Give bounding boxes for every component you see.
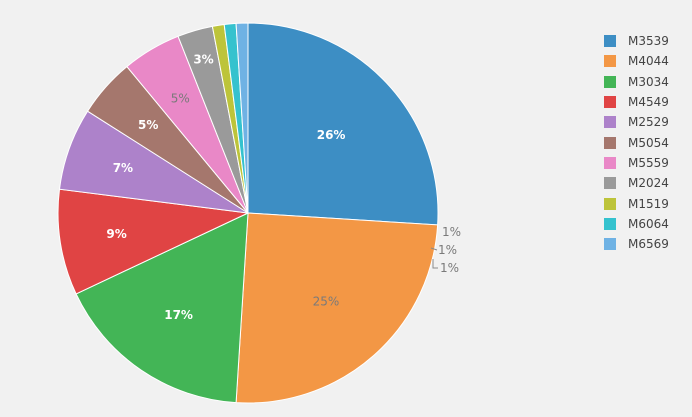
pie-slice-m6569[interactable]: [235, 22, 249, 214]
legend-item-m3539[interactable]: M3539: [604, 31, 690, 51]
legend-swatch: [604, 75, 616, 88]
legend-item-m6569[interactable]: M6569: [604, 234, 690, 254]
slice-label-m1519: 1%: [440, 261, 459, 275]
legend-swatch: [604, 116, 616, 129]
pie-slice-m4044[interactable]: [235, 212, 439, 404]
legend-item-m6064[interactable]: M6064: [604, 214, 690, 234]
legend-item-m5054[interactable]: M5054: [604, 132, 690, 152]
slice-label-m6569: 1%: [442, 225, 461, 239]
slice-label-m2529: 7%: [113, 161, 133, 175]
legend-label: M2024: [628, 176, 669, 191]
pie-slice-m3034[interactable]: [75, 212, 249, 404]
legend-label: M5054: [628, 135, 669, 150]
slice-label-m5054: 5%: [138, 118, 158, 132]
legend-label: M4044: [628, 54, 669, 69]
pie-labels: 26% 25% 17% 9% 7% 5% 5% 3% 1% 1% 1%: [106, 53, 461, 322]
legend-swatch: [604, 136, 616, 149]
slice-label-m4549: 9%: [106, 227, 126, 241]
slice-leader-m1519: [432, 259, 438, 269]
legend-label: M5559: [628, 155, 669, 170]
slice-leader-m6064: [430, 247, 438, 251]
legend-item-m4044[interactable]: M4044: [604, 51, 690, 71]
legend-swatch: [604, 177, 616, 190]
legend-swatch: [604, 55, 616, 68]
legend-swatch: [604, 238, 616, 251]
slice-label-m4044: 25%: [313, 294, 340, 308]
legend-swatch: [604, 156, 616, 169]
legend-item-m1519[interactable]: M1519: [604, 193, 690, 213]
pie-slices: [57, 22, 439, 404]
pie-slice-m3539[interactable]: [247, 22, 439, 226]
legend-swatch: [604, 197, 616, 210]
slice-label-m2024: 3%: [193, 53, 213, 67]
slice-label-m3539: 26%: [317, 128, 346, 142]
pie-slice-m4549[interactable]: [57, 188, 250, 295]
slice-label-m5559: 5%: [171, 92, 190, 106]
legend-label: M3034: [628, 74, 669, 89]
legend-item-m4549[interactable]: M4549: [604, 92, 690, 112]
slice-label-m6064: 1%: [438, 243, 457, 257]
legend-item-m2024[interactable]: M2024: [604, 173, 690, 193]
legend-swatch: [604, 96, 616, 109]
legend-item-m2529[interactable]: M2529: [604, 112, 690, 132]
legend-label: M6569: [628, 237, 669, 252]
legend-label: M2529: [628, 115, 669, 130]
legend-label: M4549: [628, 95, 669, 110]
legend-item-m5559[interactable]: M5559: [604, 153, 690, 173]
slice-label-m3034: 17%: [164, 308, 193, 322]
legend-swatch: [604, 217, 616, 230]
legend: M3539 M4044 M3034 M4549 M2529 M5054 M5559 M2024…: [604, 31, 690, 254]
legend-swatch: [604, 35, 616, 48]
legend-label: M6064: [628, 216, 669, 231]
legend-item-m3034[interactable]: M3034: [604, 72, 690, 92]
legend-label: M1519: [628, 196, 669, 211]
legend-label: M3539: [628, 34, 669, 49]
